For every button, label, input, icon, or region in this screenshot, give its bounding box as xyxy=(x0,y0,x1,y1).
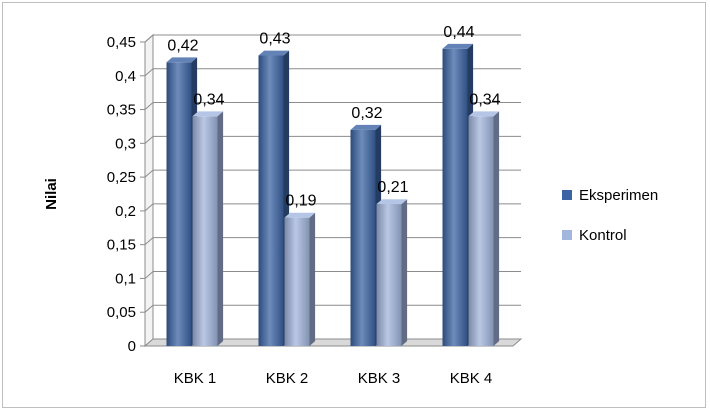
legend-swatch xyxy=(562,190,572,200)
bar-top xyxy=(284,212,316,218)
bar-top xyxy=(468,111,500,117)
y-tick-label: 0,25 xyxy=(107,169,136,186)
y-tick-label: 0,1 xyxy=(115,270,136,287)
gridline-depth xyxy=(144,304,154,313)
side-wall xyxy=(144,33,154,348)
gridline-depth xyxy=(144,102,154,110)
gridline-depth xyxy=(144,203,154,212)
legend-item-eksperimen: Eksperimen xyxy=(562,187,658,204)
bar-front xyxy=(192,116,218,346)
y-tick-label: 0,3 xyxy=(115,135,136,152)
y-tick-label: 0,15 xyxy=(107,237,136,254)
gridline-depth xyxy=(144,271,154,279)
data-label: 0,42 xyxy=(167,37,198,54)
bar-kontrol-1 xyxy=(192,111,224,347)
data-label: 0,32 xyxy=(351,105,382,122)
legend: Eksperimen Kontrol xyxy=(562,187,658,244)
x-tick-label: KBK 2 xyxy=(266,370,309,387)
bar-top xyxy=(258,50,290,56)
data-label: 0,21 xyxy=(377,179,408,196)
bar-top xyxy=(192,111,224,117)
y-tick-label: 0,35 xyxy=(107,102,136,119)
bar-side xyxy=(401,199,408,346)
bar-front xyxy=(376,204,402,346)
x-tick-label: KBK 1 xyxy=(174,370,217,387)
y-tick-label: 0,4 xyxy=(115,68,136,85)
bar-kontrol-4 xyxy=(468,111,500,347)
y-tick-label: 0 xyxy=(128,338,136,355)
y-tick-label: 0,05 xyxy=(107,304,136,321)
y-axis-label: Nilai xyxy=(43,178,60,210)
bar-front xyxy=(442,48,468,346)
bar-front xyxy=(468,116,494,346)
y-tick-label: 0,45 xyxy=(107,34,136,51)
gridline-depth xyxy=(144,237,154,246)
legend-swatch xyxy=(562,230,572,240)
legend-label: Eksperimen xyxy=(579,187,658,204)
bar-front xyxy=(350,129,376,346)
bar-eksperimen-2 xyxy=(258,50,290,347)
bar-top xyxy=(442,43,474,49)
bar-side xyxy=(309,212,316,346)
bar-kontrol-3 xyxy=(376,199,408,346)
bar-front xyxy=(258,55,284,347)
bar-front xyxy=(284,217,310,346)
x-tick-label: KBK 4 xyxy=(450,370,493,387)
bar-top xyxy=(166,57,198,63)
legend-item-kontrol: Kontrol xyxy=(562,227,627,244)
bar-side xyxy=(217,111,224,347)
gridline-depth xyxy=(144,169,154,178)
bar-top xyxy=(376,199,408,205)
gridline-depth xyxy=(144,68,154,77)
data-label: 0,44 xyxy=(443,24,474,41)
legend-label: Kontrol xyxy=(579,227,627,244)
gridline-depth xyxy=(144,34,154,43)
data-label: 0,43 xyxy=(259,31,290,48)
data-label: 0,19 xyxy=(285,193,316,210)
bar-top xyxy=(350,124,382,130)
gridline-depth xyxy=(144,135,154,144)
bar-side xyxy=(493,111,500,347)
data-label: 0,34 xyxy=(193,91,224,108)
bar-front xyxy=(166,62,192,347)
x-tick-label: KBK 3 xyxy=(358,370,401,387)
y-tick-label: 0,2 xyxy=(115,203,136,220)
data-label: 0,34 xyxy=(469,91,500,108)
bar-kontrol-2 xyxy=(284,212,316,346)
